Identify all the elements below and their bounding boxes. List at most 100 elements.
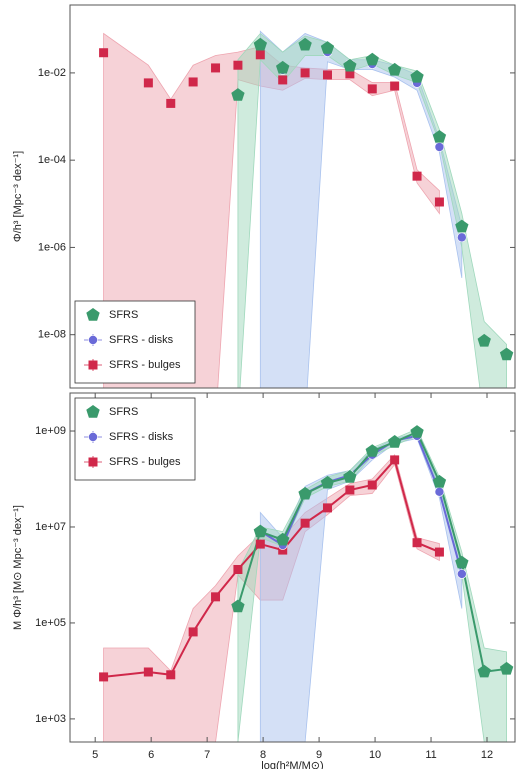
marker xyxy=(233,564,243,574)
marker xyxy=(477,664,491,678)
y-tick-label: 1e-02 xyxy=(38,67,66,79)
marker xyxy=(434,197,444,207)
legend-label: SFRS - disks xyxy=(109,334,174,346)
x-tick-label: 7 xyxy=(204,749,210,761)
marker xyxy=(278,545,288,555)
marker xyxy=(211,63,221,73)
y-tick-label: 1e+07 xyxy=(35,521,66,533)
marker xyxy=(143,667,153,677)
x-tick-label: 8 xyxy=(260,749,266,761)
marker xyxy=(455,555,469,569)
marker xyxy=(412,171,422,181)
x-tick-label: 11 xyxy=(425,749,436,761)
error-band xyxy=(237,428,508,742)
marker xyxy=(432,474,447,488)
legend-label: SFRS - bulges xyxy=(109,456,181,468)
marker xyxy=(255,50,265,60)
y-tick-label: 1e-08 xyxy=(38,329,66,341)
legend-marker xyxy=(88,432,98,442)
marker xyxy=(367,84,377,94)
legend-marker xyxy=(88,360,98,370)
marker xyxy=(345,485,355,495)
y-axis-label: M Φ/h³ [M⊙ Mpc⁻³ dex⁻¹] xyxy=(12,505,24,630)
marker xyxy=(320,475,335,489)
y-tick-label: 1e-04 xyxy=(38,154,66,166)
error-band xyxy=(103,32,440,388)
legend-marker xyxy=(88,335,98,345)
x-tick-label: 9 xyxy=(316,749,322,761)
marker xyxy=(99,48,109,58)
marker xyxy=(300,518,310,528)
y-tick-label: 1e+09 xyxy=(35,425,66,437)
marker xyxy=(278,75,288,85)
plot-area xyxy=(99,425,514,742)
marker xyxy=(188,77,198,87)
marker xyxy=(388,435,402,448)
marker xyxy=(143,78,153,88)
marker xyxy=(499,661,514,675)
marker xyxy=(231,599,245,613)
marker xyxy=(300,68,310,78)
marker xyxy=(253,37,267,51)
marker xyxy=(388,62,402,76)
x-tick-label: 10 xyxy=(369,749,381,761)
marker xyxy=(322,503,332,513)
legend-label: SFRS xyxy=(109,406,138,418)
marker xyxy=(434,142,445,152)
y-axis-label: Φ/h³ [Mpc⁻³ dex⁻¹] xyxy=(12,151,24,242)
marker xyxy=(365,52,379,66)
marker xyxy=(276,532,290,546)
marker xyxy=(432,130,447,143)
marker xyxy=(499,347,514,361)
y-tick-label: 1e-06 xyxy=(38,241,66,253)
axes-frame xyxy=(69,4,516,389)
marker xyxy=(166,670,176,680)
marker xyxy=(99,672,109,682)
marker xyxy=(166,98,176,108)
legend-label: SFRS xyxy=(109,309,138,321)
marker xyxy=(434,487,445,497)
legend-marker xyxy=(86,405,100,418)
marker xyxy=(322,70,332,80)
marker xyxy=(455,219,469,233)
x-axis-label: log(h²M/M⊙) xyxy=(261,760,323,769)
plot-area xyxy=(99,30,514,388)
marker xyxy=(255,539,265,549)
x-tick-label: 5 xyxy=(92,749,98,761)
marker xyxy=(410,425,424,438)
marker xyxy=(188,627,198,637)
marker xyxy=(410,69,424,83)
marker xyxy=(253,524,267,538)
marker xyxy=(457,569,467,579)
marker xyxy=(457,232,467,243)
axes-frame xyxy=(69,392,516,743)
error-band xyxy=(237,32,508,388)
marker xyxy=(211,592,221,602)
legend-marker xyxy=(86,308,100,321)
marker xyxy=(390,455,400,465)
legend-label: SFRS - disks xyxy=(109,431,174,443)
x-tick-label: 12 xyxy=(481,749,493,761)
marker xyxy=(343,58,357,72)
marker xyxy=(276,60,290,74)
marker xyxy=(477,333,491,347)
legend-marker xyxy=(88,457,98,467)
marker xyxy=(343,470,357,483)
marker xyxy=(365,444,379,457)
marker xyxy=(412,538,422,548)
marker xyxy=(298,486,312,500)
marker xyxy=(233,60,243,70)
y-tick-label: 1e+05 xyxy=(35,617,66,629)
error-band xyxy=(259,432,463,742)
marker xyxy=(231,88,245,101)
error-band xyxy=(259,30,463,388)
y-tick-label: 1e+03 xyxy=(35,713,66,725)
marker xyxy=(298,37,312,51)
legend-label: SFRS - bulges xyxy=(109,359,181,371)
marker xyxy=(367,480,377,490)
marker xyxy=(434,547,444,557)
marker xyxy=(390,81,400,91)
marker xyxy=(320,41,335,54)
marker xyxy=(345,69,355,79)
